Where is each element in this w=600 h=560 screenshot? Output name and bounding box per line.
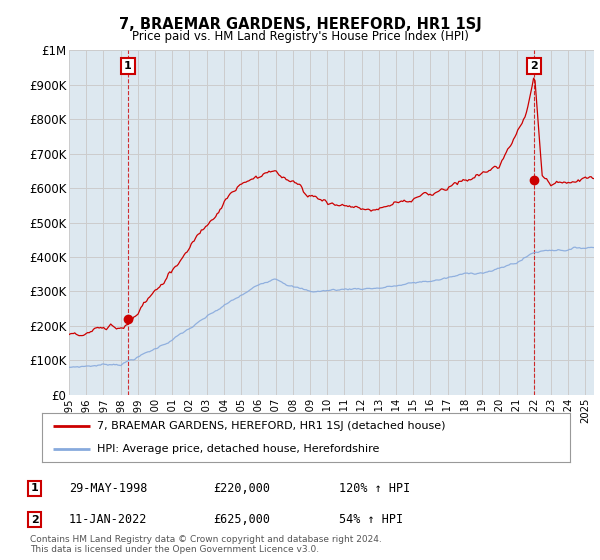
Text: 2: 2 [530,61,538,71]
Text: 54% ↑ HPI: 54% ↑ HPI [339,513,403,526]
Text: 7, BRAEMAR GARDENS, HEREFORD, HR1 1SJ (detached house): 7, BRAEMAR GARDENS, HEREFORD, HR1 1SJ (d… [97,421,446,431]
Text: 1: 1 [31,483,38,493]
Text: 1: 1 [124,61,131,71]
Text: £220,000: £220,000 [213,482,270,495]
Text: 120% ↑ HPI: 120% ↑ HPI [339,482,410,495]
Text: 11-JAN-2022: 11-JAN-2022 [69,513,148,526]
Text: Contains HM Land Registry data © Crown copyright and database right 2024.
This d: Contains HM Land Registry data © Crown c… [30,535,382,554]
Text: £625,000: £625,000 [213,513,270,526]
Text: 29-MAY-1998: 29-MAY-1998 [69,482,148,495]
Text: Price paid vs. HM Land Registry's House Price Index (HPI): Price paid vs. HM Land Registry's House … [131,30,469,43]
Text: HPI: Average price, detached house, Herefordshire: HPI: Average price, detached house, Here… [97,444,380,454]
Text: 2: 2 [31,515,38,525]
Text: 7, BRAEMAR GARDENS, HEREFORD, HR1 1SJ: 7, BRAEMAR GARDENS, HEREFORD, HR1 1SJ [119,17,481,32]
